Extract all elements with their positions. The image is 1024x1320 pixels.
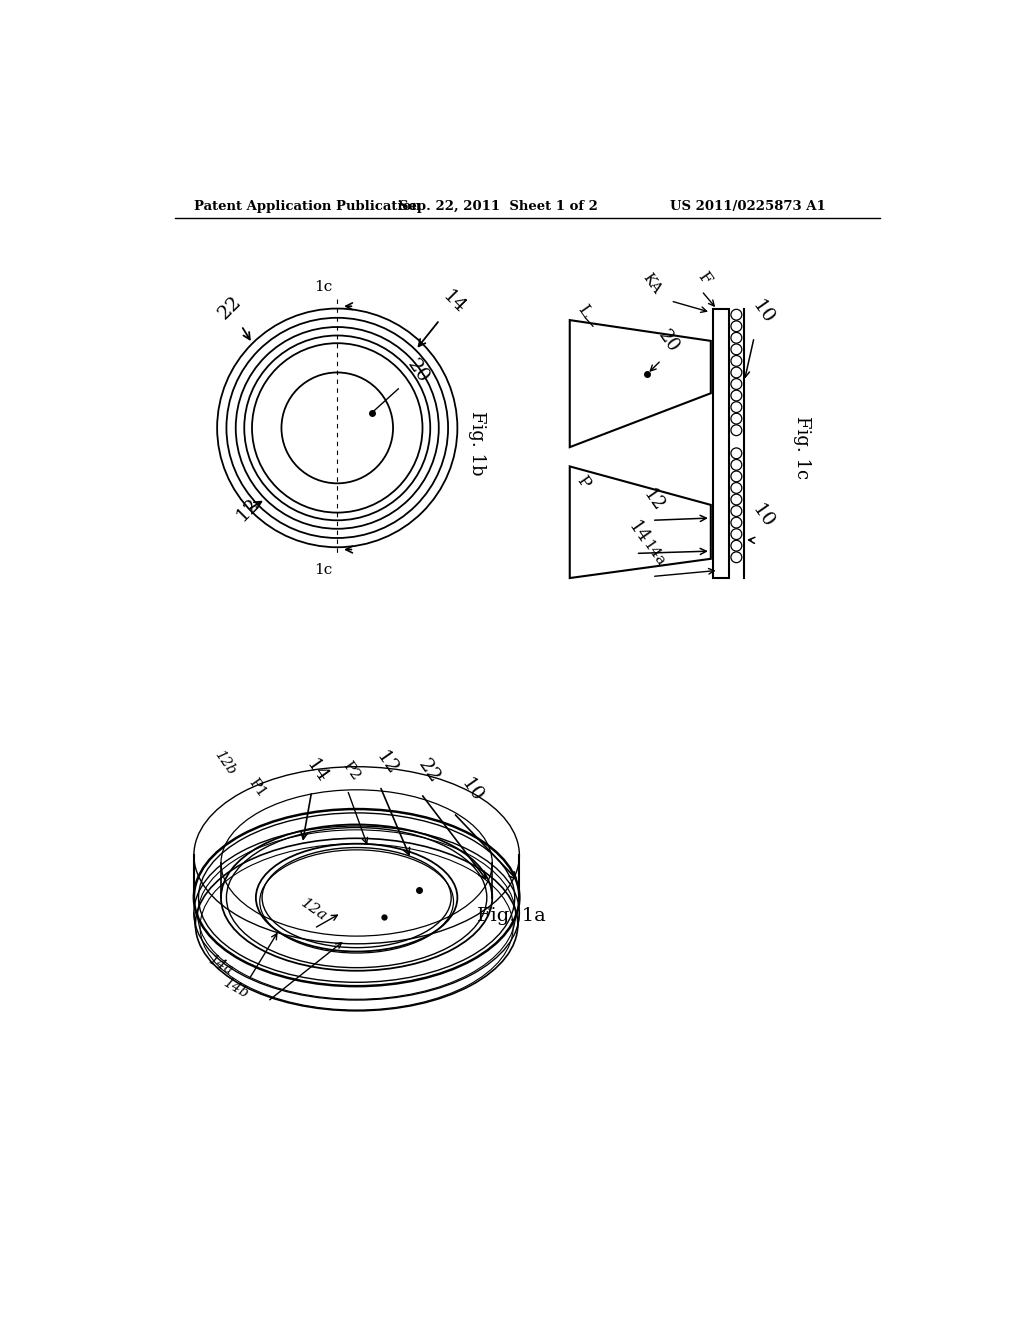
Text: Fig. 1a: Fig. 1a bbox=[477, 907, 546, 925]
Text: KA: KA bbox=[640, 271, 664, 296]
Text: 12a: 12a bbox=[299, 896, 330, 924]
Text: US 2011/0225873 A1: US 2011/0225873 A1 bbox=[671, 199, 826, 213]
Text: 10: 10 bbox=[458, 775, 486, 805]
Bar bbox=[713, 309, 729, 578]
Text: 14a: 14a bbox=[640, 539, 668, 569]
Text: Fig. 1b: Fig. 1b bbox=[468, 411, 485, 475]
Text: 14: 14 bbox=[419, 286, 469, 346]
Text: 20: 20 bbox=[374, 356, 432, 411]
Text: L: L bbox=[573, 301, 594, 321]
Text: 10: 10 bbox=[748, 297, 777, 327]
Text: 22: 22 bbox=[415, 755, 443, 787]
Text: Patent Application Publication: Patent Application Publication bbox=[194, 199, 421, 213]
Text: 20: 20 bbox=[655, 327, 683, 356]
Text: 14a: 14a bbox=[206, 953, 236, 978]
Text: 14: 14 bbox=[624, 519, 652, 548]
Text: 1c: 1c bbox=[314, 280, 333, 294]
Text: 12: 12 bbox=[640, 486, 668, 515]
Text: 12b: 12b bbox=[212, 747, 239, 777]
Text: 14b: 14b bbox=[221, 975, 251, 1001]
Text: Sep. 22, 2011  Sheet 1 of 2: Sep. 22, 2011 Sheet 1 of 2 bbox=[399, 199, 598, 213]
Text: 12: 12 bbox=[372, 748, 401, 779]
Text: P1: P1 bbox=[246, 776, 268, 800]
Text: Fig. 1c: Fig. 1c bbox=[794, 416, 811, 479]
Text: 12: 12 bbox=[232, 495, 263, 525]
Text: P: P bbox=[572, 473, 593, 492]
Text: 22: 22 bbox=[215, 293, 250, 339]
Text: 10: 10 bbox=[748, 502, 777, 532]
Text: F: F bbox=[693, 269, 715, 288]
Text: P2: P2 bbox=[340, 759, 362, 784]
Text: 14: 14 bbox=[302, 755, 332, 787]
Text: 1c: 1c bbox=[314, 564, 333, 577]
